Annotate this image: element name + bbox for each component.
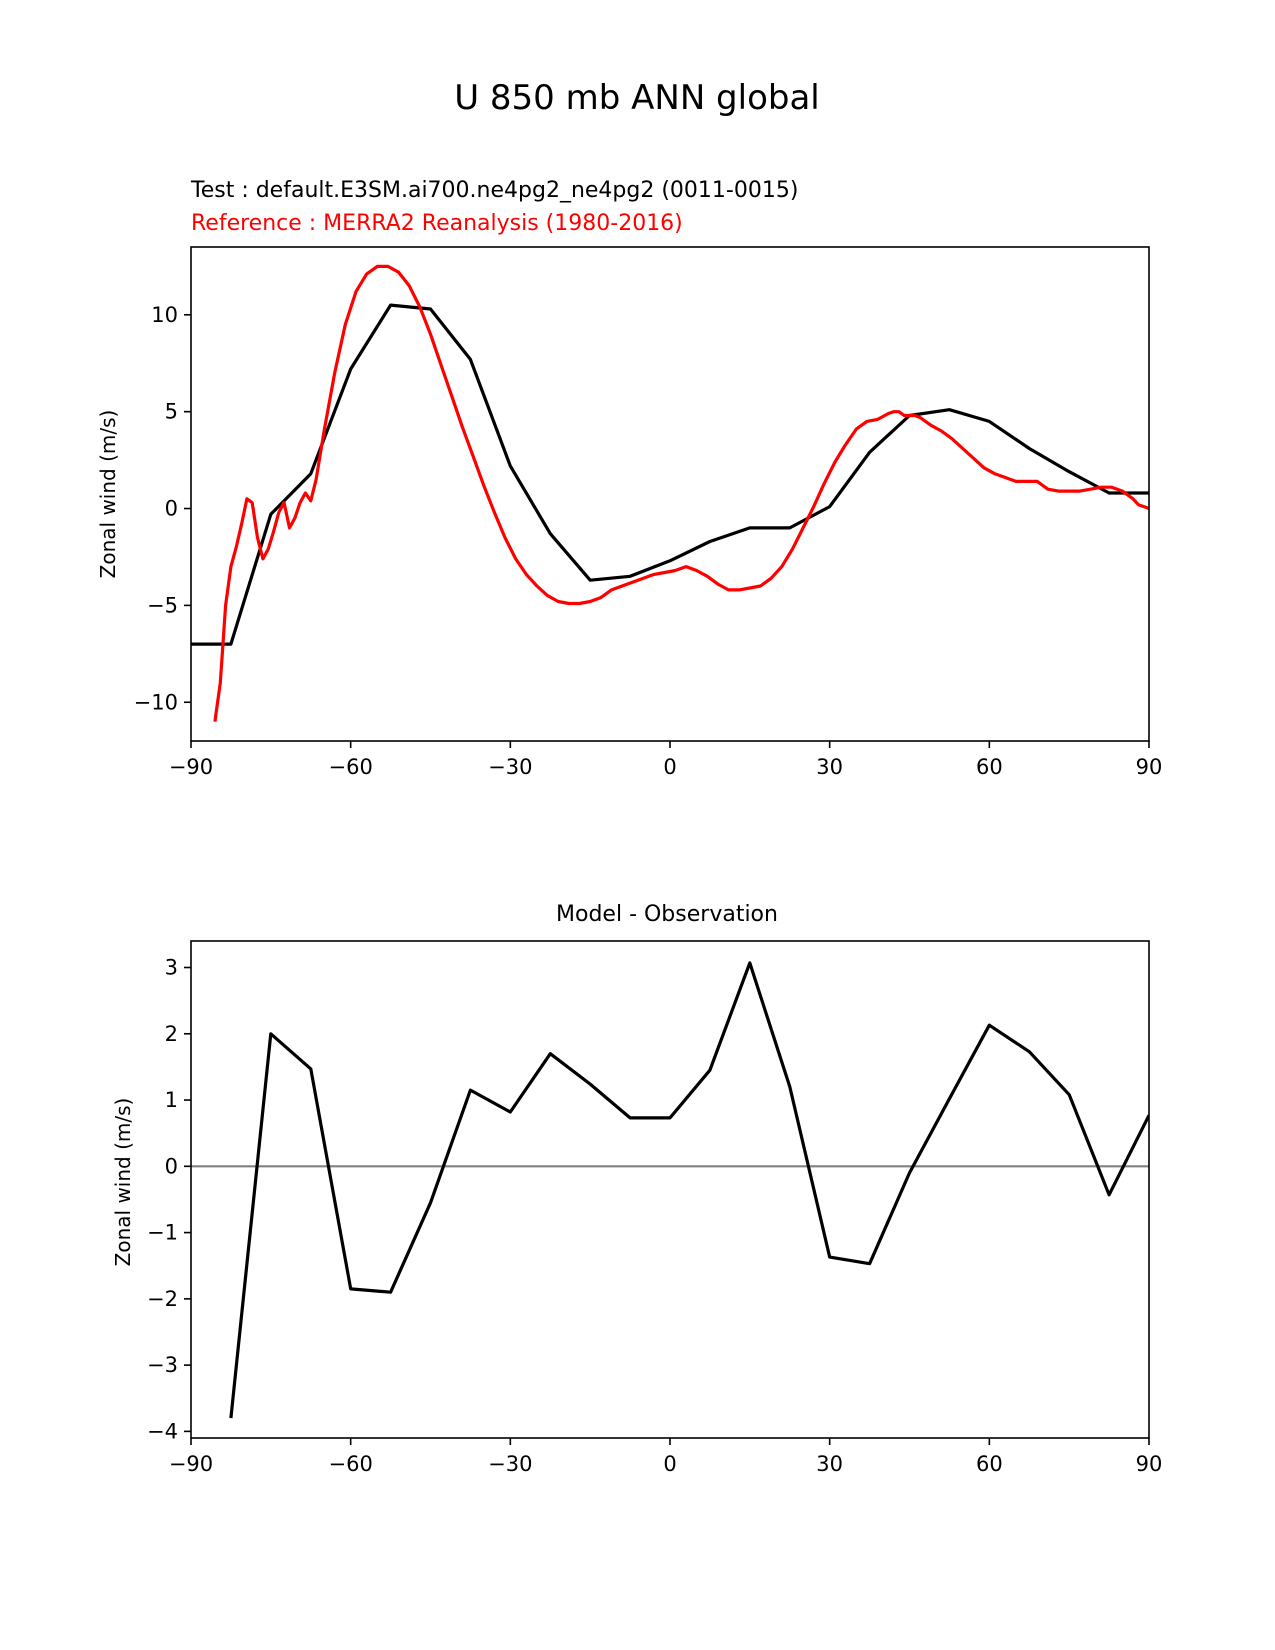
bottom-series-line-difference: [229, 961, 1149, 1419]
top-x-tick-label: 0: [663, 755, 676, 779]
top-y-tick-label: −10: [134, 690, 178, 714]
bottom-title: Model - Observation: [556, 902, 778, 927]
test-label: Test : default.E3SM.ai700.ne4pg2_ne4pg2 …: [190, 178, 798, 203]
bottom-y-tick-label: 2: [165, 1022, 178, 1046]
top-x-tick-label: −30: [488, 755, 532, 779]
bottom-y-tick-label: 1: [165, 1088, 178, 1112]
top-series-line-reference: [213, 264, 1149, 722]
top-x-tick-label: 30: [816, 755, 843, 779]
bottom-y-tick-label: −2: [147, 1287, 178, 1311]
bottom-panel: Model - Observation Zonal wind (m/s) −90…: [111, 902, 1162, 1476]
top-y-axis-label: Zonal wind (m/s): [96, 410, 120, 579]
bottom-y-tick-label: −4: [147, 1419, 178, 1443]
top-y-tick-label: 5: [165, 400, 178, 424]
top-x-tick-label: −60: [329, 755, 373, 779]
top-axes-frame: [190, 246, 1150, 742]
bottom-y-tick-label: 3: [165, 956, 178, 980]
bottom-x-tick-label: −60: [329, 1452, 373, 1476]
bottom-axes-frame: [190, 940, 1150, 1439]
top-y-tick-label: 10: [151, 303, 178, 327]
figure-title: U 850 mb ANN global: [454, 78, 820, 118]
bottom-plot-area: −90 −60 −30 0 30 60 90 −4 −3 −2 −1 0 1 2 3: [147, 940, 1163, 1476]
top-panel: Test : default.E3SM.ai700.ne4pg2_ne4pg2 …: [96, 178, 1162, 779]
top-y-tick-label: −5: [147, 593, 178, 617]
bottom-x-tick-label: −90: [169, 1452, 213, 1476]
top-series-line-test: [191, 303, 1149, 646]
top-x-tick-label: −90: [169, 755, 213, 779]
bottom-y-tick-label: −3: [147, 1353, 178, 1377]
bottom-y-axis-label: Zonal wind (m/s): [111, 1098, 135, 1267]
bottom-x-tick-label: 0: [663, 1452, 676, 1476]
bottom-x-tick-label: 90: [1136, 1452, 1163, 1476]
bottom-x-tick-label: 30: [816, 1452, 843, 1476]
top-x-tick-label: 90: [1136, 755, 1163, 779]
bottom-x-tick-label: 60: [976, 1452, 1003, 1476]
reference-label: Reference : MERRA2 Reanalysis (1980-2016…: [191, 211, 683, 236]
top-plot-area: −90 −60 −30 0 30 60 90 −10 −5 0 5 10: [134, 246, 1163, 779]
top-x-tick-label: 60: [976, 755, 1003, 779]
bottom-y-tick-label: −1: [147, 1221, 178, 1245]
bottom-x-tick-label: −30: [488, 1452, 532, 1476]
bottom-y-tick-label: 0: [165, 1154, 178, 1178]
top-y-tick-label: 0: [165, 497, 178, 521]
